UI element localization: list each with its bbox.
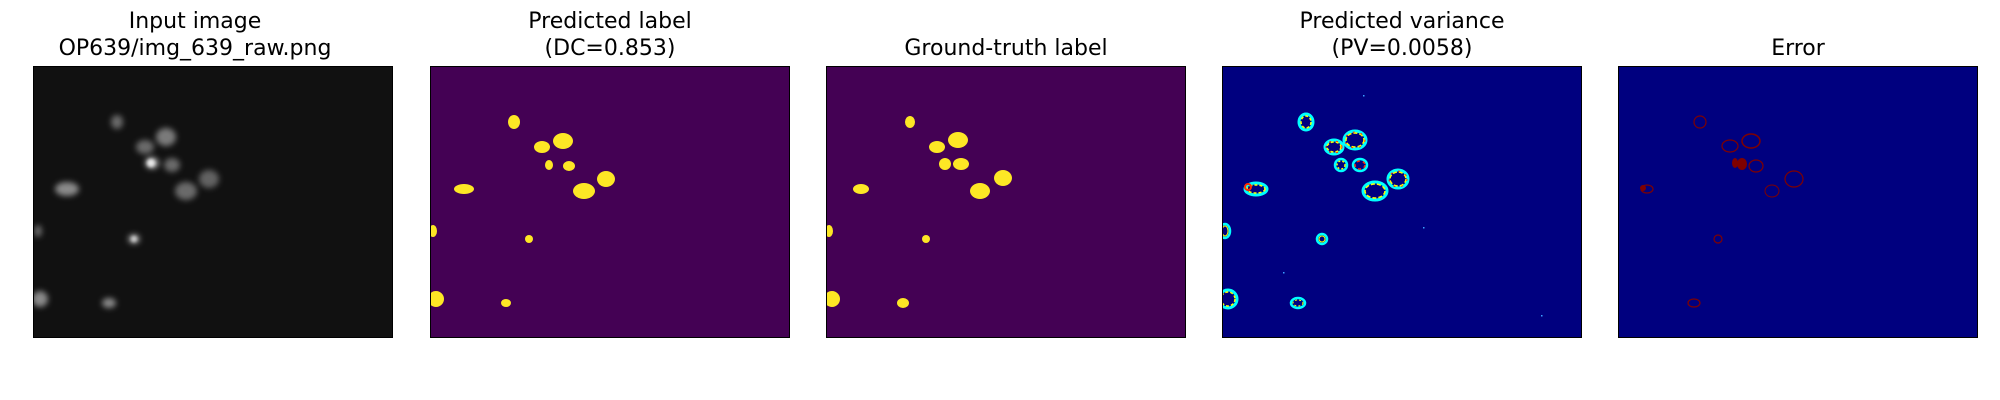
- input-image: [34, 67, 392, 337]
- predicted-variance-image: [1223, 67, 1581, 337]
- error-title-line2: Error: [1771, 36, 1825, 61]
- predicted-variance-title-line2: (PV=0.0058): [1331, 36, 1473, 61]
- predicted-label-title-line1: Predicted label: [528, 9, 692, 34]
- error-title-line1: [1618, 8, 1978, 35]
- ground-truth-title: Ground-truth label: [826, 8, 1186, 62]
- predicted-label-image: [431, 67, 789, 337]
- ground-truth-image: [827, 67, 1185, 337]
- input-image-title-line2: OP639/img_639_raw.png: [58, 36, 332, 61]
- predicted-variance-title: Predicted variance (PV=0.0058): [1222, 8, 1582, 62]
- error-panel: [1618, 66, 1978, 338]
- predicted-variance-panel: [1222, 66, 1582, 338]
- input-image-panel: [33, 66, 393, 338]
- ground-truth-title-line1: [826, 8, 1186, 35]
- ground-truth-panel: [826, 66, 1186, 338]
- error-title: Error: [1618, 8, 1978, 62]
- predicted-label-title-line2: (DC=0.853): [544, 36, 676, 61]
- predicted-variance-title-line1: Predicted variance: [1299, 9, 1505, 34]
- input-image-title: Input image OP639/img_639_raw.png: [15, 8, 375, 62]
- error-image: [1619, 67, 1977, 337]
- predicted-label-panel: [430, 66, 790, 338]
- ground-truth-title-line2: Ground-truth label: [904, 36, 1108, 61]
- predicted-label-title: Predicted label (DC=0.853): [430, 8, 790, 62]
- input-image-title-line1: Input image: [128, 9, 262, 34]
